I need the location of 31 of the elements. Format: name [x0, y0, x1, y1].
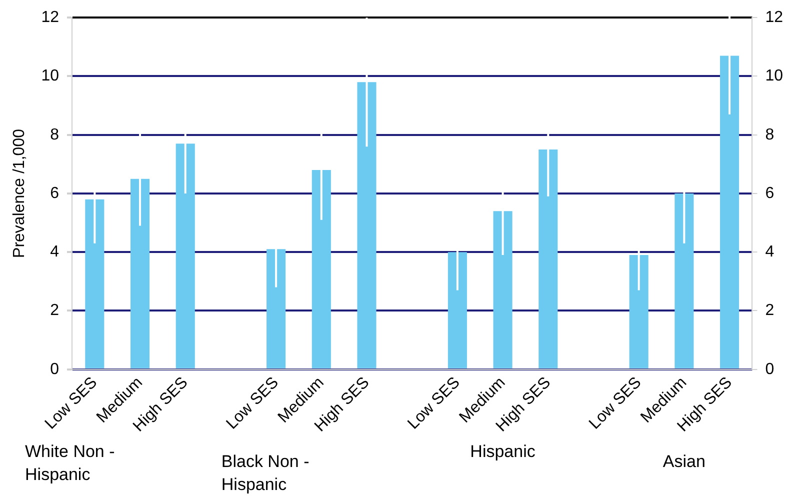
- bar: [85, 199, 104, 368]
- bar: [448, 252, 467, 368]
- bar: [674, 193, 694, 368]
- y-tick-label: 4: [50, 244, 60, 261]
- bar: [493, 211, 512, 368]
- text: White Non - Hispanic: [25, 441, 116, 486]
- y-tick-label: 6: [50, 184, 60, 202]
- text: Black Non - Hispanic: [221, 451, 310, 496]
- bar: [538, 150, 558, 368]
- y-axis-title: Prevalence /1,000: [11, 128, 28, 258]
- y2-tick-label: 0: [765, 360, 774, 378]
- y-tick-label: 0: [50, 360, 60, 378]
- text: Asian: [662, 451, 706, 473]
- y2-tick-label: 2: [765, 302, 774, 320]
- text: Hispanic: [469, 441, 536, 463]
- bar: [629, 255, 648, 368]
- y2-tick-label: 12: [765, 9, 784, 26]
- y2-tick-label: 8: [765, 126, 774, 144]
- y-tick-label: 2: [50, 302, 60, 320]
- bar: [720, 56, 740, 368]
- y2-tick-label: 6: [765, 184, 774, 202]
- y2-tick-label: 4: [765, 244, 774, 261]
- y-tick-label: 8: [50, 126, 60, 144]
- y-tick-label: 12: [41, 9, 60, 26]
- bar: [266, 249, 286, 368]
- bar: [357, 82, 376, 368]
- bar: [312, 170, 331, 368]
- y-tick-label: 10: [41, 68, 60, 85]
- bar: [130, 178, 150, 368]
- y2-tick-label: 10: [765, 68, 784, 85]
- bar: [176, 144, 195, 368]
